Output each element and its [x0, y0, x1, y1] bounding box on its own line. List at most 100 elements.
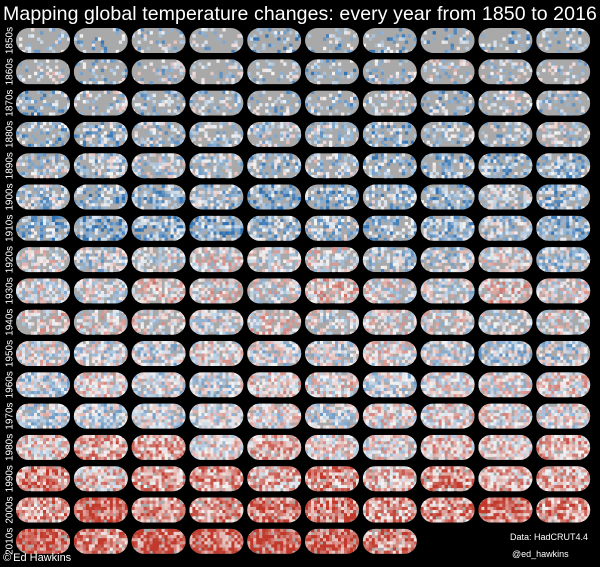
year-map-1940: [16, 309, 70, 335]
year-map-1907: [420, 184, 475, 210]
year-map-1953: [189, 341, 244, 366]
year-map-1921: [73, 247, 128, 273]
year-map-1970: [16, 403, 70, 429]
year-map-1999: [536, 466, 591, 492]
year-map-2015: [305, 528, 359, 554]
year-map-1979: [536, 403, 591, 429]
year-map-1881: [73, 121, 128, 147]
year-map-1886: [362, 121, 417, 147]
year-map-1971: [73, 403, 128, 429]
year-map-2012: [131, 528, 186, 554]
year-map-1923: [189, 247, 244, 273]
year-map-1996: [362, 466, 417, 492]
year-map-1862: [131, 59, 186, 85]
year-map-1867: [420, 59, 475, 85]
year-map-1978: [478, 403, 533, 429]
year-map-1853: [189, 28, 244, 53]
year-map-1928: [478, 247, 533, 273]
year-map-1891: [73, 153, 128, 179]
year-map-1981: [73, 434, 128, 460]
year-map-1912: [131, 215, 186, 241]
year-map-1968: [478, 372, 533, 398]
year-map-1857: [420, 28, 475, 53]
year-map-2004: [247, 497, 302, 523]
year-map-1951: [73, 341, 128, 366]
year-map-1942: [131, 309, 186, 335]
year-map-1878: [478, 90, 533, 116]
year-map-1915: [305, 215, 359, 241]
author-name: Ed Hawkins: [13, 552, 72, 564]
year-map-2000: [16, 497, 70, 523]
year-map-2014: [247, 528, 302, 554]
year-map-1993: [189, 466, 244, 492]
data-source-label: Data: HadCRUT4.4: [510, 532, 589, 542]
decade-label-1870s: 1870s: [5, 89, 16, 116]
decade-label-1930s: 1930s: [5, 277, 16, 304]
year-map-2011: [73, 528, 128, 554]
year-map-1961: [73, 372, 128, 398]
year-map-1994: [247, 466, 302, 492]
year-map-1901: [73, 184, 128, 210]
decade-label-1860s: 1860s: [5, 58, 16, 85]
year-map-2005: [305, 497, 359, 523]
year-map-1863: [189, 59, 244, 85]
year-map-1990: [16, 466, 70, 492]
decade-label-1950s: 1950s: [5, 340, 16, 367]
year-map-1980: [16, 434, 70, 460]
year-map-1950: [16, 341, 70, 366]
year-map-1852: [131, 28, 186, 53]
decade-label-1910s: 1910s: [5, 215, 16, 242]
year-map-1865: [305, 59, 359, 85]
year-map-1903: [189, 184, 244, 210]
year-map-1859: [536, 28, 591, 53]
decade-label-1920s: 1920s: [5, 246, 16, 273]
year-map-2002: [131, 497, 186, 523]
year-map-1866: [362, 59, 417, 85]
year-map-1967: [420, 372, 475, 398]
year-map-1892: [131, 153, 186, 179]
year-map-2003: [189, 497, 244, 523]
year-map-1963: [189, 372, 244, 398]
year-map-1875: [305, 90, 359, 116]
year-map-1969: [536, 372, 591, 398]
year-map-1911: [73, 215, 128, 241]
year-map-1873: [189, 90, 244, 116]
year-map-2016: [362, 528, 417, 554]
year-map-2001: [73, 497, 128, 523]
year-map-1920: [16, 247, 70, 273]
year-map-1926: [362, 247, 417, 273]
year-map-1965: [305, 372, 359, 398]
author-handle: @ed_hawkins: [512, 549, 569, 559]
year-map-1906: [362, 184, 417, 210]
year-map-1947: [420, 309, 475, 335]
year-map-1982: [131, 434, 186, 460]
year-map-1957: [420, 341, 475, 366]
year-map-1884: [247, 121, 302, 147]
year-map-1973: [189, 403, 244, 429]
year-maps: [16, 28, 591, 554]
year-map-1986: [362, 434, 417, 460]
year-map-2009: [536, 497, 591, 523]
year-map-1944: [247, 309, 302, 335]
year-map-1854: [247, 28, 302, 53]
copyright-icon: ©: [3, 552, 12, 564]
year-map-1958: [478, 341, 533, 366]
year-map-1871: [73, 90, 128, 116]
year-map-1894: [247, 153, 302, 179]
year-map-1850: [16, 28, 70, 53]
year-map-1897: [420, 153, 475, 179]
year-map-1966: [362, 372, 417, 398]
year-map-1855: [305, 28, 359, 53]
year-map-1987: [420, 434, 475, 460]
year-map-1930: [16, 278, 70, 304]
year-map-1864: [247, 59, 302, 85]
year-map-1941: [73, 309, 128, 335]
year-map-1887: [420, 121, 475, 147]
year-map-1931: [73, 278, 128, 304]
year-map-1925: [305, 247, 359, 273]
year-map-1938: [478, 278, 533, 304]
year-map-1936: [362, 278, 417, 304]
decade-label-2000s: 2000s: [5, 496, 16, 523]
year-map-1879: [536, 90, 591, 116]
year-map-1908: [478, 184, 533, 210]
